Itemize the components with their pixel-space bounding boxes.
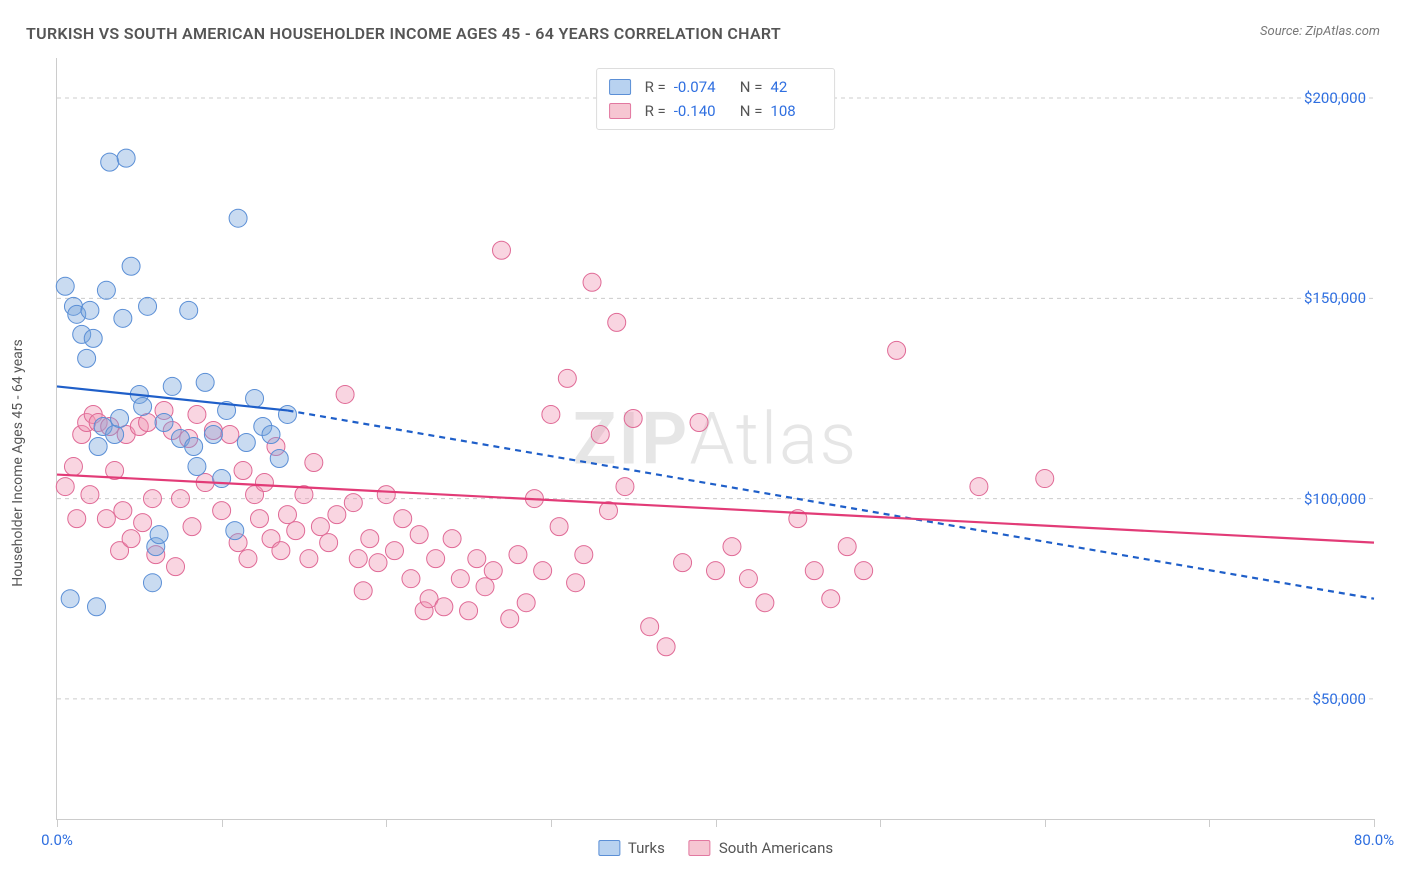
source-label: Source: ZipAtlas.com [1260,24,1380,39]
legend-swatch [689,840,711,856]
stat-n-label: N = [740,99,763,123]
stats-box: R = -0.074 N = 42 R = -0.140 N = 108 [596,68,836,130]
legend-swatch [598,840,620,856]
bottom-legend: Turks South Americans [598,839,833,857]
stats-swatch [609,79,631,95]
chart-title: TURKISH VS SOUTH AMERICAN HOUSEHOLDER IN… [26,24,781,43]
stat-r-label: R = [645,75,666,99]
x-tick-label: 80.0% [1354,831,1394,849]
regression-line [57,386,287,410]
stat-r-label: R = [645,99,666,123]
legend-item: South Americans [689,839,833,857]
lines-layer [57,58,1374,819]
stats-row: R = -0.140 N = 108 [609,99,823,123]
stat-n-value: 42 [770,75,822,99]
x-tick-mark [551,819,552,827]
x-tick-mark [57,819,58,827]
y-tick-label: $100,000 [1304,490,1366,508]
x-tick-mark [880,819,881,827]
x-tick-mark [222,819,223,827]
plot-area: ZIPAtlas R =-0.074N =42R =-0.140N =108 T… [56,58,1374,820]
stats-swatch [609,103,631,119]
regression-line [287,410,1374,598]
chart-container: Householder Income Ages 45 - 64 years ZI… [26,54,1380,872]
stat-r-value: -0.074 [674,75,726,99]
legend-label: Turks [628,839,665,857]
x-tick-mark [1374,819,1375,827]
legend-item: Turks [598,839,665,857]
y-tick-label: $150,000 [1304,289,1366,307]
y-tick-label: $50,000 [1312,690,1366,708]
x-tick-mark [1045,819,1046,827]
x-tick-mark [716,819,717,827]
y-tick-label: $200,000 [1304,89,1366,107]
stat-n-label: N = [740,75,763,99]
stat-n-value: 108 [770,99,822,123]
x-tick-mark [1209,819,1210,827]
stat-r-value: -0.140 [674,99,726,123]
y-axis-label: Householder Income Ages 45 - 64 years [10,339,26,586]
stats-row: R = -0.074 N = 42 [609,75,823,99]
x-tick-label: 0.0% [41,831,73,849]
legend-label: South Americans [719,839,833,857]
x-tick-mark [386,819,387,827]
